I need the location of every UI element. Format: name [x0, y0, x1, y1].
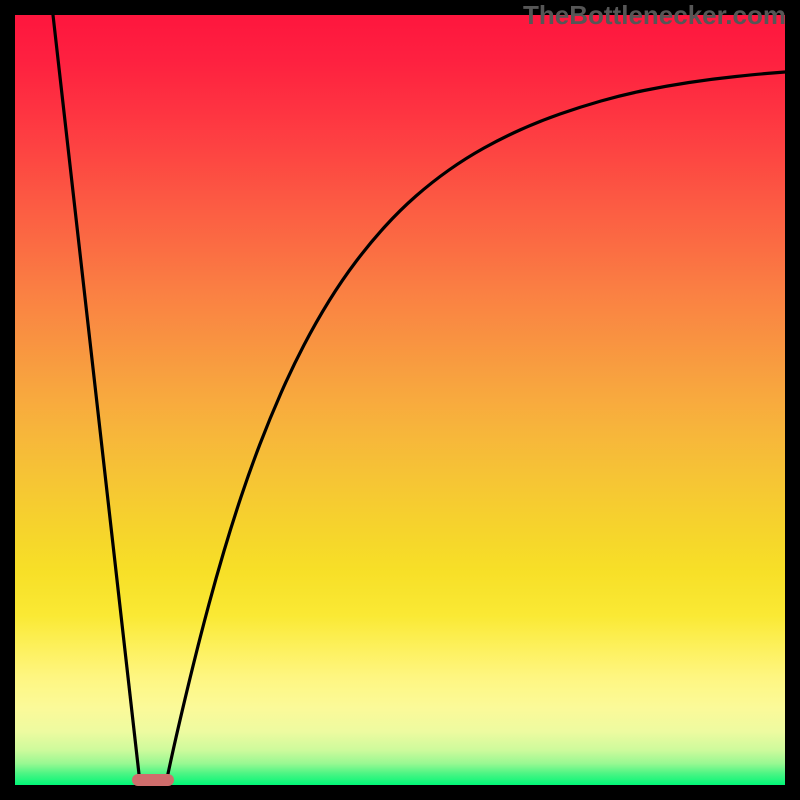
left-descending-line — [53, 15, 140, 783]
watermark-text: TheBottlenecker.com — [523, 0, 786, 31]
chart-container: TheBottlenecker.com — [0, 0, 800, 800]
right-ascending-curve — [166, 72, 785, 783]
curve-layer — [0, 0, 800, 800]
minimum-marker — [132, 774, 174, 786]
